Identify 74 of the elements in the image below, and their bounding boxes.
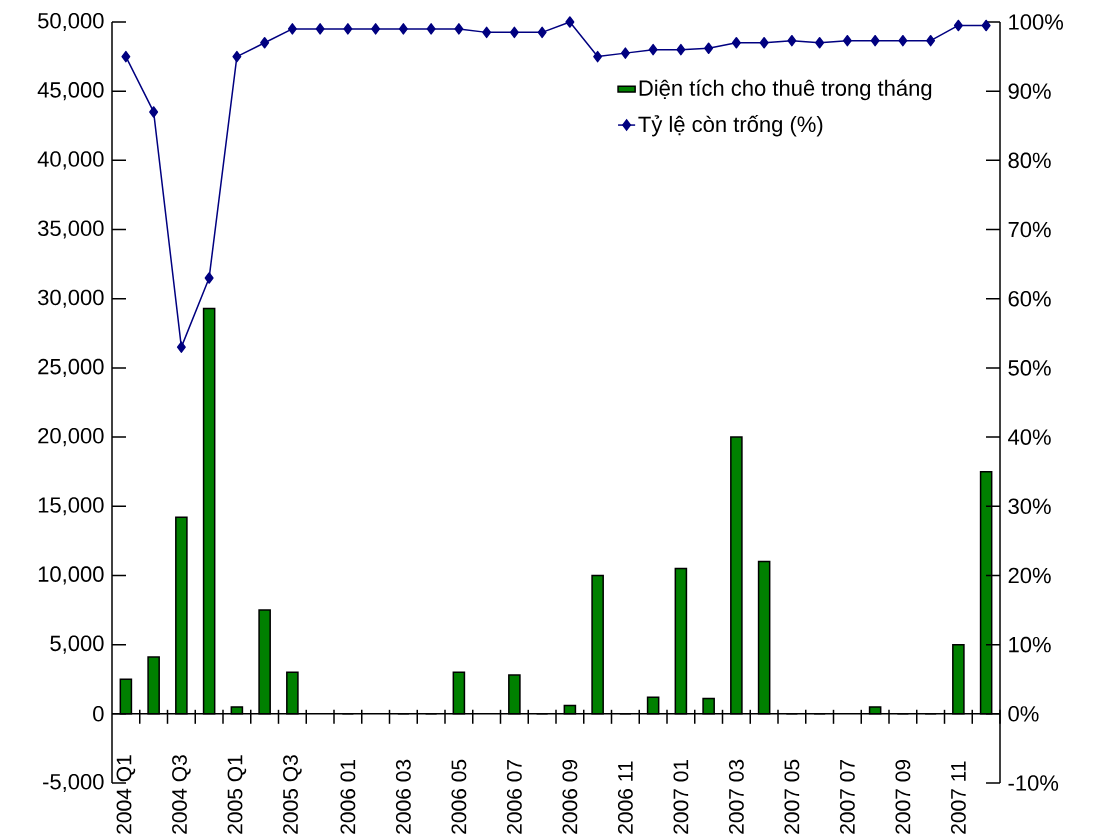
y2-tick-label: 90%: [1008, 83, 1051, 99]
point: [870, 34, 880, 47]
x-tick-label: 2007 05: [784, 759, 800, 834]
point: [482, 26, 492, 39]
x-tick-label: 2007 03: [728, 759, 744, 834]
y-tick-label: 45,000: [37, 82, 104, 101]
point: [593, 50, 603, 63]
point: [537, 26, 547, 39]
y-tick-label: 10,000: [38, 566, 104, 585]
x-tick-label: 2006 09: [562, 759, 578, 834]
legend-label: Tỷ lệ còn trống (%): [638, 114, 823, 137]
y2-tick-label: 10%: [1009, 636, 1051, 653]
y-tick-label: 40,000: [37, 151, 104, 170]
y-tick-label: 20,000: [38, 427, 104, 447]
point: [149, 106, 159, 118]
point: [898, 34, 908, 47]
y2-tick-label: 60%: [1008, 290, 1051, 307]
y-tick-label: -5,000: [43, 773, 104, 793]
point: [176, 341, 186, 353]
x-tick-label: 2007 07: [839, 759, 855, 834]
y-tick-label: 30,000: [38, 289, 104, 308]
y-tick-label: 50,000: [38, 12, 104, 32]
point: [565, 16, 575, 28]
y-tick-label: 35,000: [38, 220, 104, 239]
point: [232, 50, 242, 63]
legend-label: Diện tích cho thuê trong tháng: [639, 79, 932, 101]
point: [343, 23, 353, 35]
y-tick-label: 5,000: [50, 635, 104, 654]
y2-tick-label: 0%: [1008, 706, 1039, 722]
y2-tick-label: 100%: [1009, 14, 1064, 30]
point: [620, 47, 630, 59]
y2-tick-label: 30%: [1008, 498, 1051, 515]
y2-tick-label: -10%: [1008, 775, 1059, 791]
point: [121, 50, 131, 63]
x-tick-label: 2005 Q1: [227, 755, 247, 834]
x-tick-label: 2005 Q3: [283, 755, 302, 834]
point: [842, 34, 852, 47]
point: [648, 43, 658, 56]
point: [287, 23, 297, 35]
point: [204, 272, 214, 284]
point: [454, 23, 464, 35]
point: [787, 34, 797, 47]
point: [260, 37, 270, 49]
y2-tick-label: 20%: [1008, 567, 1051, 584]
point: [398, 23, 408, 35]
point: [953, 19, 963, 32]
point: [509, 26, 519, 39]
point: [759, 37, 769, 49]
point: [704, 42, 714, 55]
y2-tick-label: 40%: [1008, 429, 1051, 445]
y2-tick-label: 80%: [1008, 152, 1051, 169]
point: [315, 23, 325, 35]
x-tick-label: 2006 01: [340, 759, 356, 834]
x-tick-label: 2006 05: [451, 759, 467, 834]
point: [981, 19, 991, 32]
x-tick-label: 2004 Q3: [172, 755, 191, 834]
point: [371, 23, 381, 35]
x-tick-label: 2006 11: [617, 761, 633, 834]
y-tick-label: 25,000: [38, 358, 104, 377]
y2-tick-label: 70%: [1008, 221, 1051, 238]
x-tick-label: 2004 Q1: [116, 755, 136, 834]
x-tick-label: 2007 09: [895, 759, 911, 834]
x-tick-label: 2006 07: [506, 759, 522, 834]
point: [815, 37, 825, 49]
x-tick-label: 2007 01: [673, 759, 689, 834]
y2-tick-label: 50%: [1008, 360, 1051, 376]
point: [926, 34, 936, 47]
point: [731, 37, 741, 49]
point: [426, 23, 436, 35]
point: [676, 43, 686, 56]
y-tick-label: 0: [93, 706, 104, 722]
x-tick-label: 2007 11: [950, 761, 966, 834]
y-tick-label: 15,000: [38, 497, 104, 516]
x-tick-label: 2006 03: [395, 759, 411, 834]
